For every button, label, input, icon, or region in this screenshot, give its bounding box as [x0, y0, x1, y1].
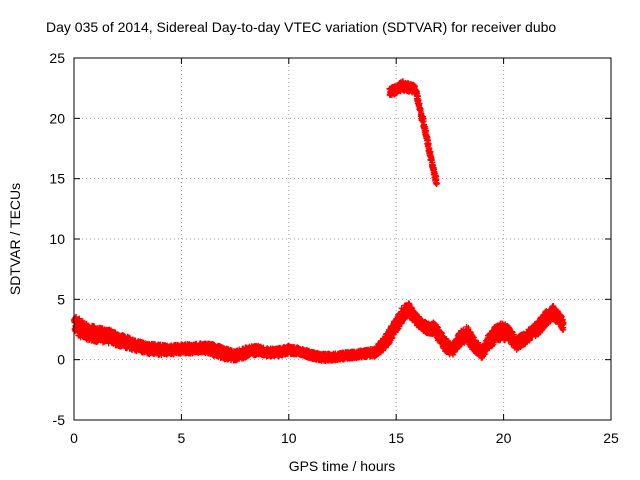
y-tick-label: -5 — [53, 412, 66, 428]
y-axis-label: SDTVAR / TECUs — [7, 183, 23, 295]
y-tick-label: 5 — [57, 291, 65, 307]
y-tick-label: 0 — [57, 352, 65, 368]
y-tick-label: 10 — [49, 231, 65, 247]
y-tick-label: 15 — [49, 171, 65, 187]
data-point — [76, 315, 83, 322]
x-tick-label: 5 — [178, 430, 186, 446]
y-tick-label: 20 — [49, 110, 65, 126]
data-points — [71, 78, 567, 364]
x-tick-label: 15 — [388, 430, 404, 446]
x-tick-label: 20 — [496, 430, 512, 446]
chart-title: Day 035 of 2014, Sidereal Day-to-day VTE… — [46, 19, 556, 35]
y-tick-labels: -5 0 5 10 15 20 25 — [49, 50, 65, 428]
grid-lines — [74, 58, 611, 420]
x-tick-label: 10 — [281, 430, 297, 446]
y-tick-label: 25 — [49, 50, 65, 66]
x-axis-label: GPS time / hours — [289, 458, 396, 474]
x-tick-label: 25 — [603, 430, 619, 446]
series-points — [71, 300, 567, 364]
x-tick-label: 0 — [70, 430, 78, 446]
x-tick-labels: 0 5 10 15 20 25 — [70, 430, 619, 446]
series-points — [386, 78, 440, 188]
